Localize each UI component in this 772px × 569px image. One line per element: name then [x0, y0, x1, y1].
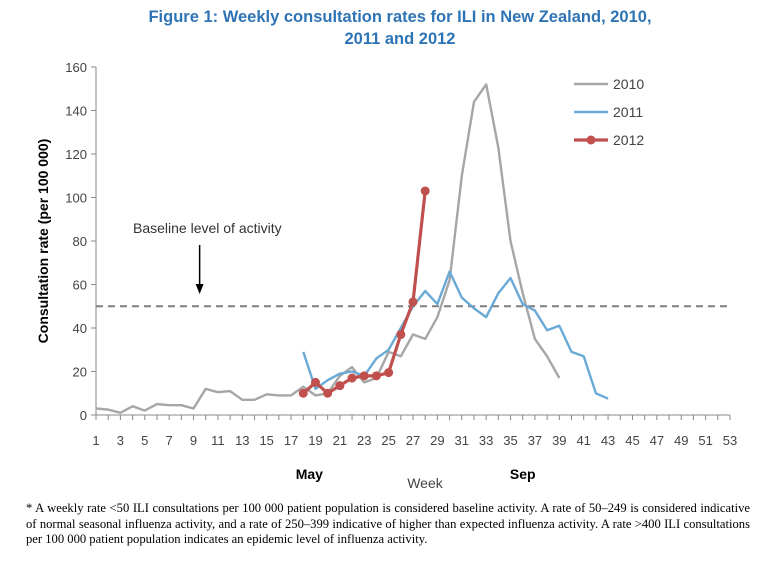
- legend-label-2011: 2011: [613, 104, 643, 120]
- series-2012-point-6: [371, 371, 381, 381]
- x-tick-label-5: 11: [211, 433, 225, 448]
- y-tick-label-8: 160: [65, 60, 87, 75]
- x-axis-title: Week: [407, 475, 444, 491]
- series-line-2012: [302, 190, 427, 395]
- y-tick-label-3: 60: [73, 278, 87, 293]
- series-2012-point-7: [384, 368, 394, 378]
- y-tick-label-2: 40: [73, 321, 87, 336]
- series-line-2010: [95, 83, 561, 414]
- legend-marker-2012: [586, 135, 596, 145]
- month-label-sep: Sep: [510, 466, 536, 482]
- footnote: * A weekly rate <50 ILI consultations pe…: [26, 501, 750, 547]
- y-tick-label-0: 0: [80, 408, 87, 423]
- y-tick-label-4: 80: [73, 234, 87, 249]
- series-2012-point-9: [408, 297, 418, 307]
- chart-title-line-1: Figure 1: Weekly consultation rates for …: [148, 8, 652, 26]
- x-tick-label-15: 31: [455, 433, 469, 448]
- series-2012-point-4: [347, 373, 357, 383]
- baseline-arrow-head: [195, 284, 204, 294]
- x-tick-label-4: 9: [190, 433, 197, 448]
- x-tick-label-13: 27: [406, 433, 420, 448]
- x-tick-label-1: 3: [117, 433, 124, 448]
- x-tick-label-22: 45: [625, 433, 639, 448]
- x-tick-label-23: 47: [650, 433, 664, 448]
- series-2012-point-10: [420, 186, 430, 196]
- x-tick-label-20: 41: [576, 433, 590, 448]
- y-tick-label-6: 120: [65, 147, 87, 162]
- x-tick-label-11: 23: [357, 433, 371, 448]
- x-tick-label-19: 39: [552, 433, 566, 448]
- chart-title: Figure 1: Weekly consultation rates for …: [60, 6, 740, 50]
- x-tick-label-17: 35: [503, 433, 517, 448]
- x-tick-label-26: 53: [723, 433, 737, 448]
- x-tick-label-8: 17: [284, 433, 298, 448]
- x-tick-label-12: 25: [381, 433, 395, 448]
- y-tick-label-7: 140: [65, 104, 87, 119]
- series-2012-point-0: [298, 388, 308, 398]
- x-tick-label-14: 29: [430, 433, 444, 448]
- x-tick-label-24: 49: [674, 433, 688, 448]
- x-tick-label-3: 7: [166, 433, 173, 448]
- x-tick-label-21: 43: [601, 433, 615, 448]
- series-2012-point-1: [310, 377, 320, 387]
- x-tick-label-2: 5: [141, 433, 148, 448]
- x-tick-label-18: 37: [528, 433, 542, 448]
- series-2012-point-8: [396, 330, 406, 340]
- x-tick-label-9: 19: [308, 433, 322, 448]
- legend-label-2012: 2012: [613, 132, 644, 148]
- baseline-label: Baseline level of activity: [133, 220, 282, 236]
- month-label-may: May: [296, 466, 323, 482]
- legend-label-2010: 2010: [613, 76, 644, 92]
- series-2012-point-2: [323, 388, 333, 398]
- series-2012-point-3: [335, 381, 345, 391]
- x-tick-label-0: 1: [92, 433, 99, 448]
- x-tick-label-16: 33: [479, 433, 493, 448]
- x-tick-label-25: 51: [698, 433, 712, 448]
- y-axis-title: Consultation rate (per 100 000): [35, 139, 51, 344]
- x-tick-label-6: 13: [235, 433, 249, 448]
- chart-title-line-2: 2011 and 2012: [344, 30, 456, 48]
- y-tick-label-1: 20: [73, 365, 87, 380]
- x-tick-label-7: 15: [259, 433, 273, 448]
- x-tick-label-10: 21: [333, 433, 347, 448]
- series-line-2011: [302, 270, 609, 400]
- y-tick-label-5: 100: [65, 191, 87, 206]
- series-2012-point-5: [359, 371, 369, 381]
